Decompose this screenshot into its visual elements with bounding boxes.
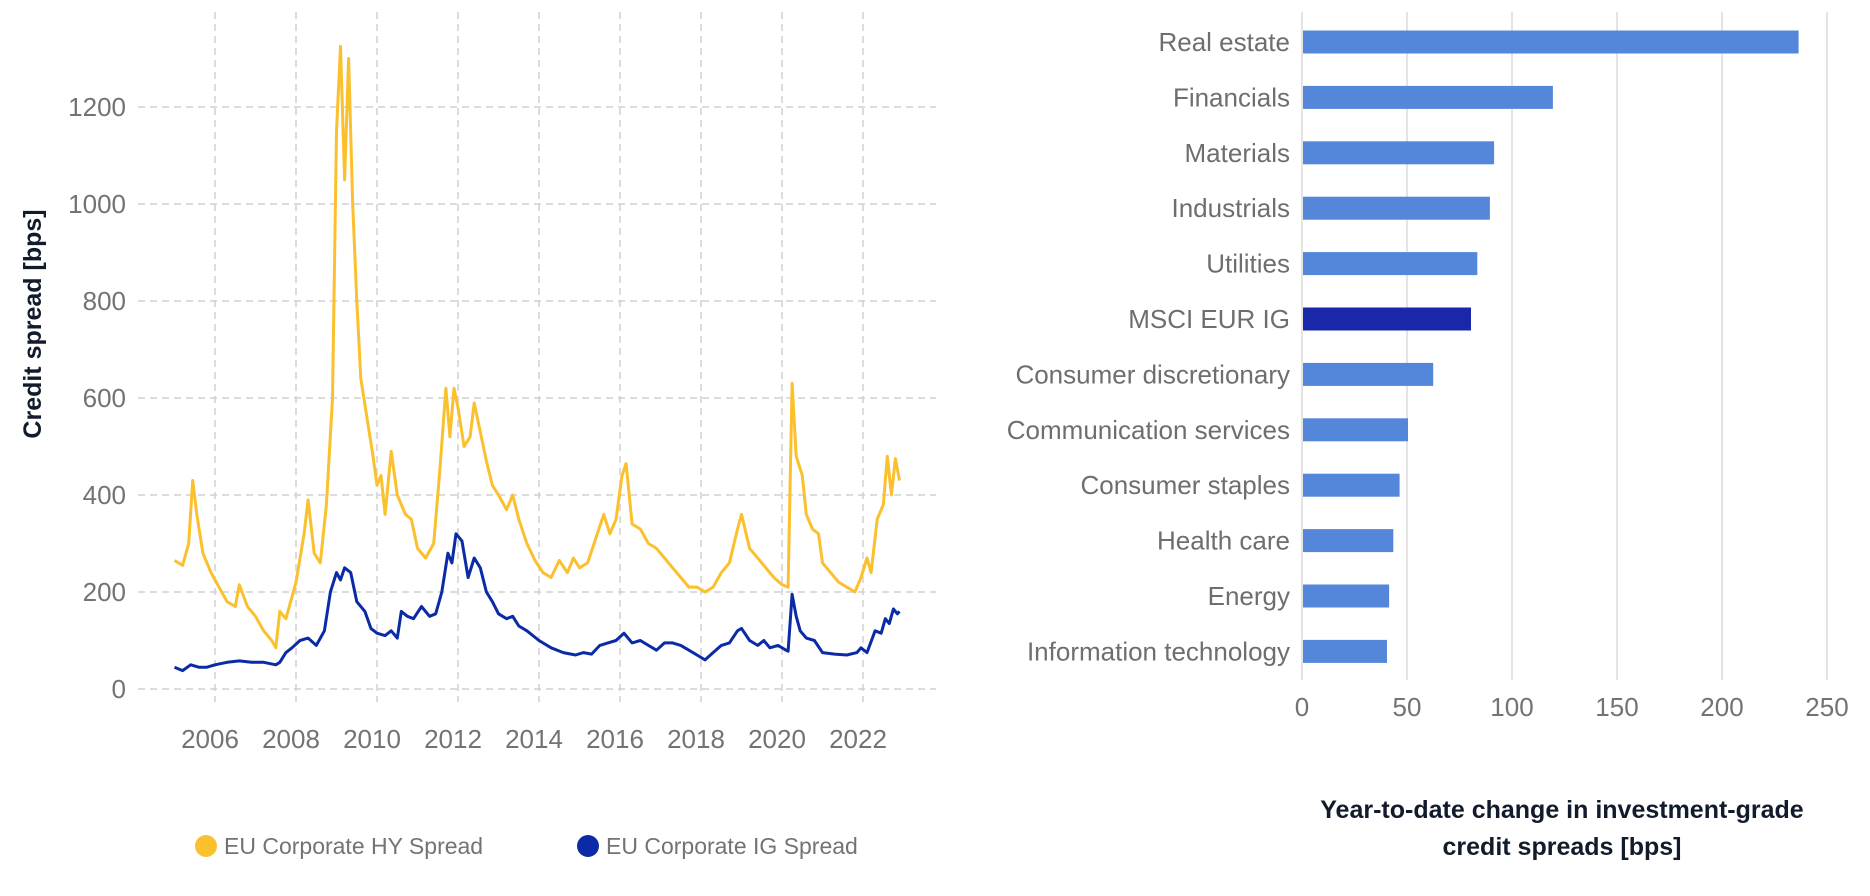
x-tick-label: 200 [1700, 692, 1743, 722]
bar-materials [1303, 141, 1495, 165]
x-tick-label: 150 [1595, 692, 1638, 722]
y-tick-label: 1200 [68, 92, 126, 122]
x-tick-label: 2020 [748, 724, 806, 754]
bar-consumer-discretionary [1303, 362, 1434, 386]
legend: EU Corporate HY Spread EU Corporate IG S… [195, 833, 858, 859]
bar-information-technology [1303, 639, 1387, 663]
bar-communication-services [1303, 418, 1408, 442]
legend-hy-swatch [195, 835, 217, 857]
x-tick-label: 2022 [829, 724, 887, 754]
bar-real-estate [1303, 30, 1799, 54]
category-label: Information technology [1027, 636, 1290, 666]
category-label: MSCI EUR IG [1128, 304, 1290, 334]
x-tick-label: 2006 [181, 724, 239, 754]
bar-utilities [1303, 252, 1478, 276]
bar-industrials [1303, 196, 1490, 220]
bar-health-care [1303, 529, 1394, 553]
x-axis-title-line-1: Year-to-date change in investment-grade [1320, 796, 1804, 824]
y-axis-title: Credit spread [bps] [19, 209, 47, 438]
y-tick-label: 600 [83, 383, 126, 413]
bar-energy [1303, 584, 1390, 608]
legend-ig-label: EU Corporate IG Spread [606, 833, 858, 859]
x-tick-label: 0 [1295, 692, 1309, 722]
x-tick-label: 250 [1805, 692, 1848, 722]
x-axis-title-line-2: credit spreads [bps] [1443, 833, 1682, 861]
legend-hy-label: EU Corporate HY Spread [224, 833, 483, 859]
y-tick-label: 400 [83, 480, 126, 510]
category-label: Materials [1185, 138, 1290, 168]
hy-spread-line [173, 44, 901, 650]
x-tick-label: 2014 [505, 724, 563, 754]
ig-spread-line [173, 532, 901, 673]
category-label: Consumer discretionary [1015, 359, 1290, 389]
bar-financials [1303, 85, 1553, 109]
category-label: Industrials [1172, 193, 1291, 223]
x-tick-label: 2018 [667, 724, 725, 754]
x-tick-label: 2008 [262, 724, 320, 754]
legend-ig-swatch [577, 835, 599, 857]
category-label: Financials [1173, 82, 1290, 112]
category-label: Utilities [1206, 249, 1290, 279]
y-tick-label: 200 [83, 577, 126, 607]
credit-spread-line-chart: 0 200 400 600 800 1000 1200 2006 2008 2010 2012 201… [68, 12, 936, 754]
category-label: Real estate [1158, 27, 1290, 57]
y-tick-label: 800 [83, 286, 126, 316]
x-tick-label: 2012 [424, 724, 482, 754]
x-tick-label: 100 [1490, 692, 1533, 722]
y-tick-label: 1000 [68, 189, 126, 219]
bar-consumer-staples [1303, 473, 1400, 497]
x-tick-label: 50 [1393, 692, 1422, 722]
y-tick-label: 0 [112, 674, 126, 704]
sector-bar-chart: 0 50 100 150 200 250 Real estate Financials Mate… [1007, 12, 1849, 722]
category-label: Health care [1157, 526, 1290, 556]
category-label: Communication services [1007, 415, 1290, 445]
bar-msci-eur-ig [1303, 307, 1471, 331]
x-tick-label: 2016 [586, 724, 644, 754]
category-label: Energy [1208, 581, 1290, 611]
x-tick-label: 2010 [343, 724, 401, 754]
category-label: Consumer staples [1080, 470, 1290, 500]
